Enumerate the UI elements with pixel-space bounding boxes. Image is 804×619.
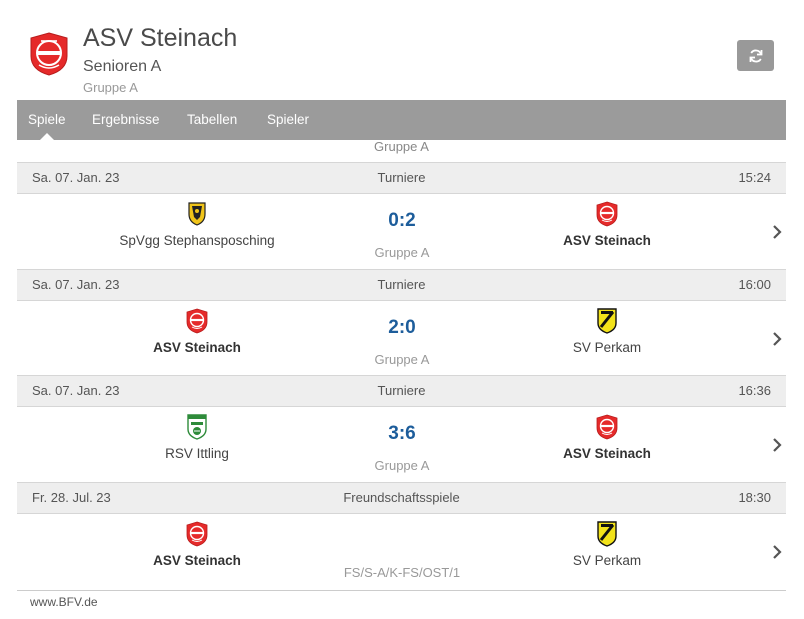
home-team-name: SpVgg Stephansposching <box>119 233 275 248</box>
tab-bar: Spiele Ergebnisse Tabellen Spieler <box>17 100 786 140</box>
match-date-row: Sa. 07. Jan. 23 Turniere 16:36 <box>17 375 786 407</box>
match-group-label: Gruppe A <box>374 352 430 367</box>
tab-spiele[interactable]: Spiele <box>28 100 66 140</box>
match-date: Fr. 28. Jul. 23 <box>32 490 111 505</box>
sv-perkam-crest-icon <box>595 521 619 547</box>
chevron-right-icon[interactable] <box>771 544 783 560</box>
page-header: ASV Steinach Senioren A Gruppe A <box>0 0 804 100</box>
match-group-label: Gruppe A <box>374 140 429 154</box>
chevron-right-icon[interactable] <box>771 331 783 347</box>
match-competition: Freundschaftsspiele <box>343 490 460 505</box>
home-team: ASV Steinach <box>77 301 317 355</box>
home-team-name: RSV Ittling <box>165 446 229 461</box>
rsv-ittling-crest-icon <box>185 414 209 440</box>
match-list: Gruppe A Sa. 07. Jan. 23 Turniere 15:24 … <box>17 140 786 591</box>
club-title: ASV Steinach <box>83 24 238 52</box>
tab-spieler[interactable]: Spieler <box>267 112 310 127</box>
match-date: Sa. 07. Jan. 23 <box>32 383 120 398</box>
match-competition: Turniere <box>377 170 426 185</box>
match-date-row: Sa. 07. Jan. 23 Turniere 16:00 <box>17 269 786 301</box>
match-row[interactable]: ASV Steinach SV Perkam FS/S-A/K-FS/OST/1 <box>17 514 786 589</box>
match-score: 3:6 <box>388 423 416 444</box>
match-time: 16:36 <box>738 383 771 398</box>
home-team: SpVgg Stephansposching <box>77 194 317 248</box>
home-team-name: ASV Steinach <box>153 340 241 355</box>
away-team-name: ASV Steinach <box>563 446 651 461</box>
away-team: SV Perkam <box>487 514 727 568</box>
away-team-name: SV Perkam <box>572 553 642 568</box>
away-team-name: ASV Steinach <box>563 233 651 248</box>
refresh-button[interactable] <box>737 40 774 71</box>
asv-steinach-crest-icon <box>185 308 209 334</box>
match-group-label: Gruppe A <box>374 458 430 473</box>
match-time: 15:24 <box>738 170 771 185</box>
match-competition: Turniere <box>377 383 426 398</box>
tab-ergebnisse[interactable]: Ergebnisse <box>92 112 160 127</box>
match-time: 16:00 <box>738 277 771 292</box>
home-team-name: ASV Steinach <box>153 553 241 568</box>
tab-tabellen[interactable]: Tabellen <box>187 112 238 127</box>
match-group-label: FS/S-A/K-FS/OST/1 <box>343 565 461 580</box>
match-row[interactable]: RSV Ittling 3:6 ASV Steinach Gruppe A <box>17 407 786 482</box>
match-score: 0:2 <box>388 210 416 231</box>
asv-steinach-crest-icon <box>30 32 68 76</box>
home-team: ASV Steinach <box>77 514 317 568</box>
match-date-row: Fr. 28. Jul. 23 Freundschaftsspiele 18:3… <box>17 482 786 514</box>
match-date-row: Sa. 07. Jan. 23 Turniere 15:24 <box>17 162 786 194</box>
chevron-right-icon[interactable] <box>771 224 783 240</box>
match-time: 18:30 <box>738 490 771 505</box>
refresh-icon <box>749 49 762 62</box>
asv-steinach-crest-icon <box>595 201 619 227</box>
match-date: Sa. 07. Jan. 23 <box>32 277 120 292</box>
match-competition: Turniere <box>377 277 426 292</box>
away-team: ASV Steinach <box>487 407 727 461</box>
group-label: Gruppe A <box>83 80 138 95</box>
away-team: SV Perkam <box>487 301 727 355</box>
chevron-right-icon[interactable] <box>771 437 783 453</box>
home-team: RSV Ittling <box>77 407 317 461</box>
team-subtitle: Senioren A <box>83 58 162 75</box>
stephansposching-crest-icon <box>185 201 209 227</box>
match-group-label: Gruppe A <box>374 245 430 260</box>
away-team-name: SV Perkam <box>572 340 642 355</box>
match-row[interactable]: SpVgg Stephansposching 0:2 ASV Steinach … <box>17 194 786 269</box>
away-team: ASV Steinach <box>487 194 727 248</box>
asv-steinach-crest-icon <box>185 521 209 547</box>
match-row[interactable]: ASV Steinach 2:0 SV Perkam Gruppe A <box>17 301 786 376</box>
match-score: 2:0 <box>388 317 416 338</box>
sv-perkam-crest-icon <box>595 308 619 334</box>
asv-steinach-crest-icon <box>595 414 619 440</box>
bfv-link[interactable]: www.BFV.de <box>30 595 98 609</box>
match-date: Sa. 07. Jan. 23 <box>32 170 120 185</box>
